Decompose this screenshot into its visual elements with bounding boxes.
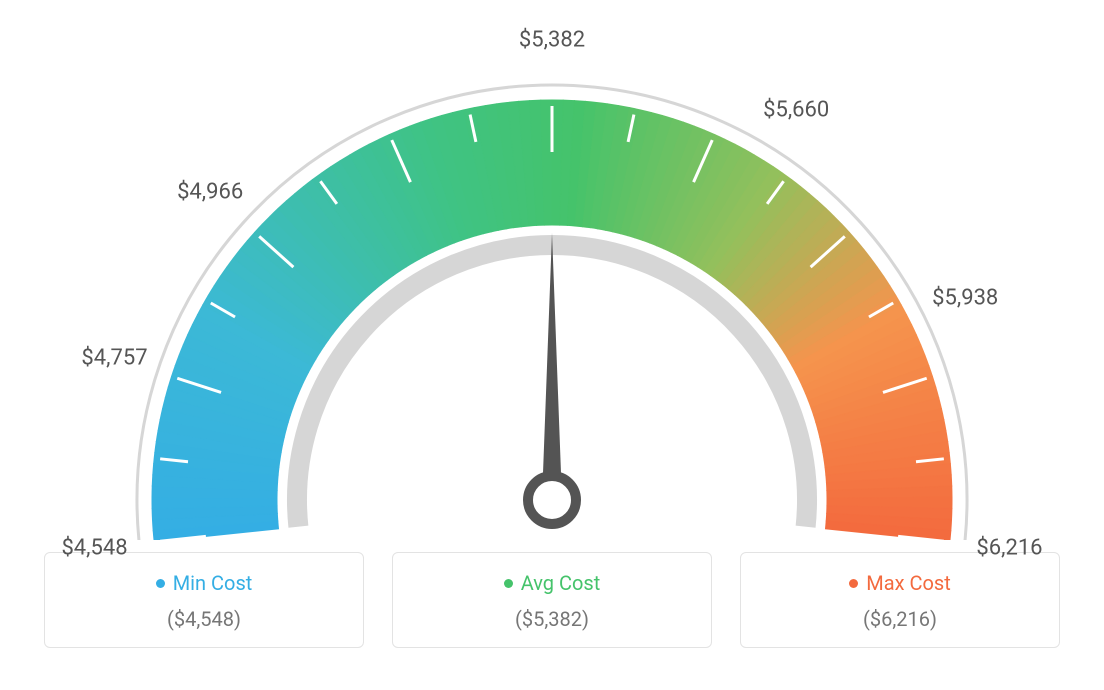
legend-value-min: ($4,548)	[55, 607, 353, 631]
gauge-tick-label: $5,660	[763, 98, 829, 123]
gauge-tick-label: $4,757	[81, 345, 147, 370]
legend-card-avg: Avg Cost ($5,382)	[392, 552, 712, 648]
legend-title-avg: Avg Cost	[521, 571, 601, 595]
gauge-tick-label: $5,382	[519, 28, 585, 53]
legend-dot-min	[156, 579, 165, 588]
gauge-tick-label: $4,548	[61, 536, 127, 561]
legend-value-max: ($6,216)	[751, 607, 1049, 631]
gauge-tick-label: $4,966	[177, 180, 243, 205]
legend-card-max: Max Cost ($6,216)	[740, 552, 1060, 648]
gauge-tick-label: $6,216	[976, 536, 1042, 561]
legend-card-min: Min Cost ($4,548)	[44, 552, 364, 648]
legend-dot-avg	[504, 579, 513, 588]
gauge-svg	[22, 0, 1082, 540]
gauge-chart: $4,548$4,757$4,966$5,382$5,660$5,938$6,2…	[22, 0, 1082, 540]
legend-value-avg: ($5,382)	[403, 607, 701, 631]
legend-title-row: Max Cost	[751, 571, 1049, 595]
gauge-tick-label: $5,938	[932, 285, 998, 310]
legend-row: Min Cost ($4,548) Avg Cost ($5,382) Max …	[22, 552, 1082, 648]
legend-dot-max	[849, 579, 858, 588]
legend-title-row: Min Cost	[55, 571, 353, 595]
legend-title-row: Avg Cost	[403, 571, 701, 595]
legend-title-max: Max Cost	[866, 571, 951, 595]
legend-title-min: Min Cost	[173, 571, 253, 595]
